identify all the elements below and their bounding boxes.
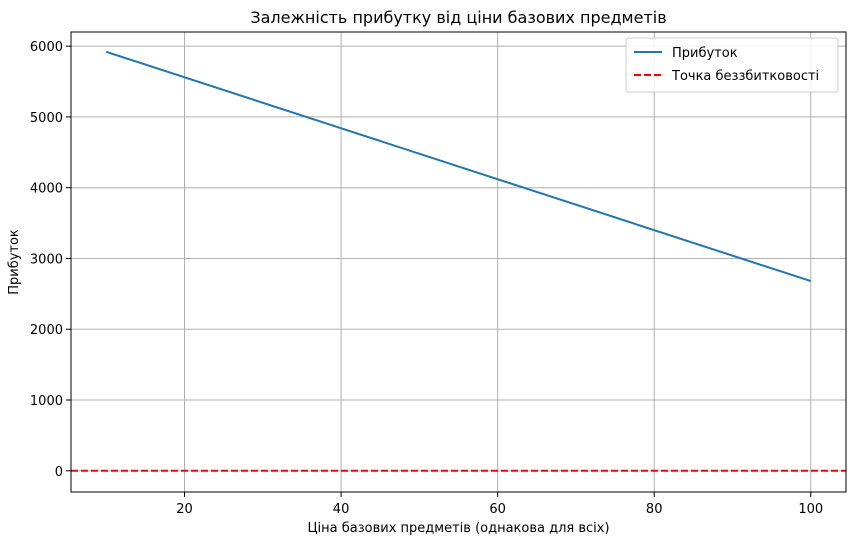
profit-series-line xyxy=(105,50,812,283)
x-tick-label: 100 xyxy=(798,502,823,517)
x-tick-label: 40 xyxy=(333,502,350,517)
y-tick-label: 5000 xyxy=(30,111,63,126)
y-tick-label: 2000 xyxy=(30,323,63,338)
x-tick-label: 80 xyxy=(646,502,663,517)
x-tick-label: 20 xyxy=(176,502,193,517)
y-tick-label: 1000 xyxy=(30,394,63,409)
legend-label: Прибуток xyxy=(672,46,738,61)
legend: Прибуток Точка беззбитковості xyxy=(625,37,839,93)
grid xyxy=(71,32,846,492)
plot-frame xyxy=(70,31,847,493)
y-tick-label: 6000 xyxy=(30,40,63,55)
y-tick-label: 3000 xyxy=(30,252,63,267)
y-axis-title: Прибуток xyxy=(7,229,22,295)
chart-title: Залежність прибутку від ціни базових пре… xyxy=(250,8,666,27)
x-tick-label: 60 xyxy=(489,502,506,517)
series xyxy=(105,50,812,283)
y-tick-label: 4000 xyxy=(30,182,63,197)
y-tick-label: 0 xyxy=(55,465,63,480)
legend-box xyxy=(625,37,839,93)
legend-label: Точка беззбитковості xyxy=(671,69,819,84)
x-axis-title: Ціна базових предметів (однакова для всі… xyxy=(307,521,609,536)
